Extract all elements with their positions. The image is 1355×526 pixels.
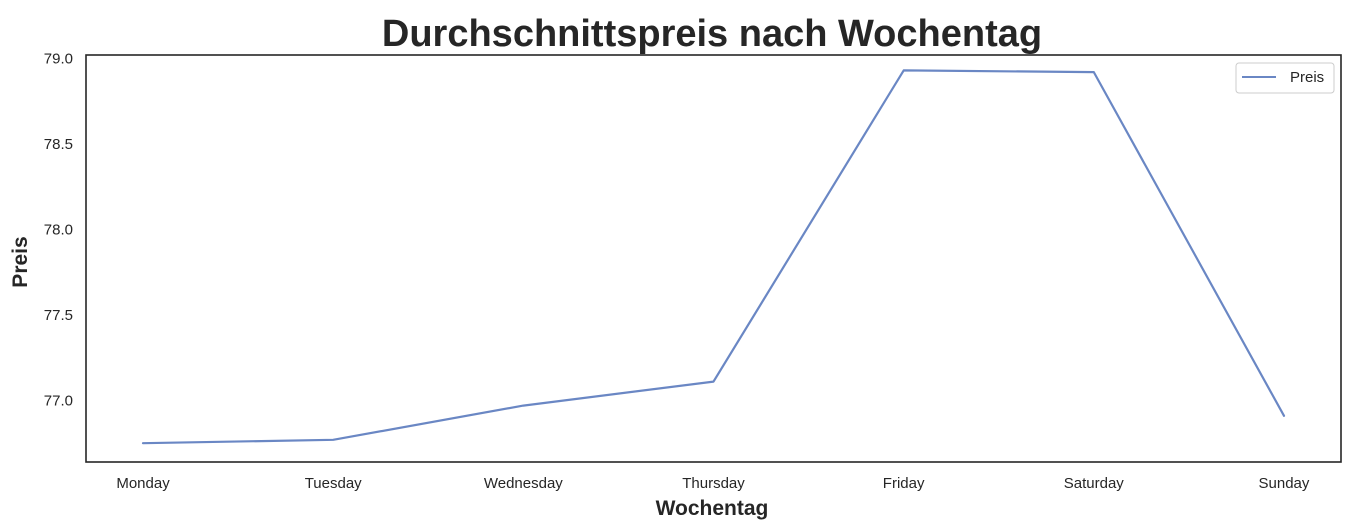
x-tick-label: Saturday xyxy=(1064,475,1125,492)
y-axis-label: Preis xyxy=(9,236,32,287)
legend-label: Preis xyxy=(1290,69,1324,86)
legend: Preis xyxy=(1235,62,1335,94)
x-tick-label: Friday xyxy=(883,475,925,492)
x-tick-label: Tuesday xyxy=(305,475,362,492)
y-tick-label: 77.0 xyxy=(44,392,73,409)
series-layer xyxy=(141,69,1286,445)
y-axis-ticks: 77.0 77.5 78.0 78.5 79.0 xyxy=(44,50,73,409)
x-tick-label: Monday xyxy=(116,475,170,492)
y-tick-label: 77.5 xyxy=(44,307,73,324)
y-tick-label: 79.0 xyxy=(44,50,73,67)
x-axis-label: Wochentag xyxy=(656,497,769,520)
x-tick-label: Thursday xyxy=(682,475,745,492)
legend-box xyxy=(1235,62,1335,94)
x-tick-label: Sunday xyxy=(1259,475,1310,492)
x-axis-ticks: Monday Tuesday Wednesday Thursday Friday Satu… xyxy=(116,475,1310,492)
y-tick-label: 78.5 xyxy=(44,136,73,153)
plot-area-frame xyxy=(85,54,1342,463)
chart-title: Durchschnittspreis nach Wochentag xyxy=(382,13,1042,55)
x-tick-label: Wednesday xyxy=(484,475,563,492)
series-line xyxy=(141,69,1286,445)
y-tick-label: 78.0 xyxy=(44,221,73,238)
